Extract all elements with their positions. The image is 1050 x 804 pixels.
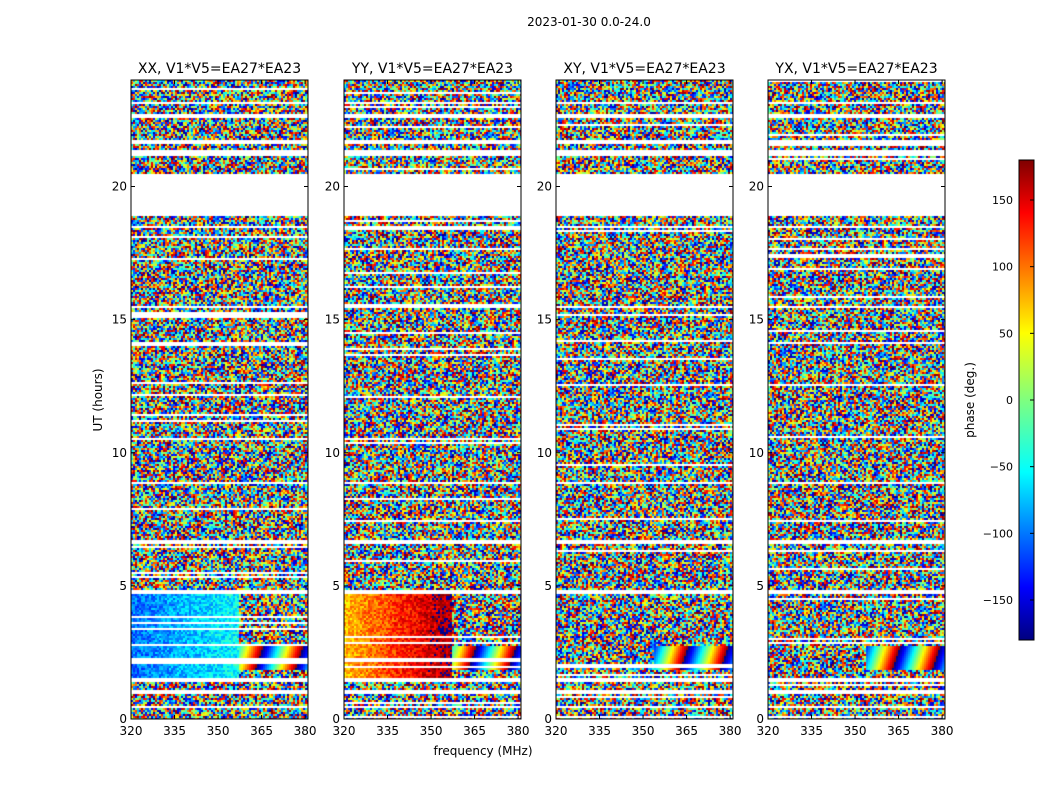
y-tick-label: 0 xyxy=(544,712,552,726)
y-tick-label: 15 xyxy=(325,313,340,327)
colorbar-tick-label: 50 xyxy=(999,327,1013,340)
x-tick-label: 320 xyxy=(333,724,356,738)
panel-frame xyxy=(130,79,309,720)
y-tick-label: 0 xyxy=(332,712,340,726)
y-tick-label: 10 xyxy=(537,446,552,460)
x-tick-label: 365 xyxy=(463,724,486,738)
phase-heatmap xyxy=(131,80,308,719)
panel-frame xyxy=(555,79,734,720)
y-tick-label: 10 xyxy=(112,446,127,460)
panel-frame xyxy=(767,79,946,720)
x-tick-label: 365 xyxy=(675,724,698,738)
y-tick-label: 20 xyxy=(749,180,764,194)
x-tick-label: 335 xyxy=(588,724,611,738)
x-tick-label: 380 xyxy=(719,724,742,738)
colorbar-tick-label: −50 xyxy=(990,461,1013,474)
panel-title: XY, V1*V5=EA27*EA23 xyxy=(563,61,725,77)
phase-heatmap xyxy=(556,80,733,719)
x-tick-label: 365 xyxy=(250,724,273,738)
y-tick-label: 5 xyxy=(119,579,127,593)
x-tick-label: 365 xyxy=(887,724,910,738)
panel-title: YX, V1*V5=EA27*EA23 xyxy=(774,61,937,77)
y-tick-label: 20 xyxy=(325,180,340,194)
colorbar: 150 100 50 0 −50 −100 −150 phase (deg.) xyxy=(963,159,1035,641)
colorbar-tick-label: −100 xyxy=(983,527,1013,540)
y-axis-label: UT (hours) xyxy=(91,368,105,431)
x-tick-label: 350 xyxy=(207,724,230,738)
x-tick-label: 335 xyxy=(163,724,186,738)
y-tick-label: 5 xyxy=(756,579,764,593)
x-tick-label: 335 xyxy=(800,724,823,738)
y-tick-label: 10 xyxy=(749,446,764,460)
y-tick-label: 15 xyxy=(112,313,127,327)
panel-4: YX, V1*V5=EA27*EA23 320 335 350 365 380 0 5 10 15… xyxy=(749,61,954,738)
y-tick-label: 0 xyxy=(119,712,127,726)
colorbar-tick-label: 0 xyxy=(1006,394,1013,407)
panel-title: YY, V1*V5=EA27*EA23 xyxy=(351,61,513,77)
x-tick-label: 380 xyxy=(294,724,317,738)
phase-heatmap xyxy=(768,80,945,719)
x-axis-label: frequency (MHz) xyxy=(433,744,532,758)
y-tick-label: 0 xyxy=(756,712,764,726)
y-tick-label: 15 xyxy=(749,313,764,327)
panel-frame xyxy=(343,79,522,720)
colorbar-tick-label: 100 xyxy=(992,261,1013,274)
panel-1: XX, V1*V5=EA27*EA23 320 335 350 365 380 0 5 10 15… xyxy=(112,61,317,738)
x-tick-label: 380 xyxy=(931,724,954,738)
colorbar-label: phase (deg.) xyxy=(963,362,977,438)
panels: XX, V1*V5=EA27*EA23 320 335 350 365 380 0 5 10 15… xyxy=(112,61,954,738)
x-tick-label: 350 xyxy=(420,724,443,738)
panel-title: XX, V1*V5=EA27*EA23 xyxy=(138,61,301,77)
x-tick-label: 380 xyxy=(507,724,530,738)
x-tick-label: 350 xyxy=(632,724,655,738)
x-tick-label: 320 xyxy=(545,724,568,738)
y-tick-label: 15 xyxy=(537,313,552,327)
x-tick-label: 320 xyxy=(120,724,143,738)
colorbar-tick-label: −150 xyxy=(983,594,1013,607)
panel-3: XY, V1*V5=EA27*EA23 320 335 350 365 380 0 5 10 15… xyxy=(537,61,742,738)
figure-title: 2023-01-30 0.0-24.0 xyxy=(527,15,651,29)
y-tick-label: 20 xyxy=(112,180,127,194)
y-tick-label: 5 xyxy=(544,579,552,593)
x-tick-label: 350 xyxy=(844,724,867,738)
x-tick-label: 335 xyxy=(376,724,399,738)
y-tick-label: 10 xyxy=(325,446,340,460)
colorbar-ticks: 150 100 50 0 −50 −100 −150 xyxy=(983,194,1034,607)
colorbar-tick-label: 150 xyxy=(992,194,1013,207)
panel-2: YY, V1*V5=EA27*EA23 320 335 350 365 380 0 5 10 15… xyxy=(325,61,530,738)
phase-heatmap xyxy=(344,80,521,719)
y-tick-label: 5 xyxy=(332,579,340,593)
x-tick-label: 320 xyxy=(757,724,780,738)
y-tick-label: 20 xyxy=(537,180,552,194)
